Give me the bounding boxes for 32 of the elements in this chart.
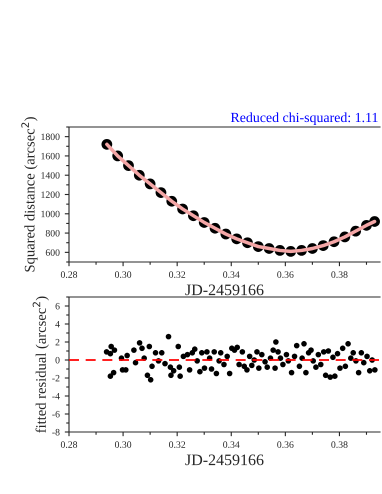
x-axis-title: JD-2459166 <box>185 454 264 466</box>
x-tick-label: 0.30 <box>114 271 132 278</box>
x-tick-label: 0.38 <box>331 271 348 278</box>
x-tick-label: 0.30 <box>114 441 132 448</box>
y-tick-label: 1000 <box>41 210 60 218</box>
y-tick-label: 1800 <box>41 134 60 140</box>
y-axis-title: Squared distance (arcsec$^{2}$) <box>21 117 38 272</box>
y-tick-label: 2 <box>56 338 60 346</box>
x-tick-label: 0.36 <box>277 441 294 448</box>
x-tick-label: 0.36 <box>277 271 294 278</box>
x-tick-label: 0.32 <box>169 441 186 448</box>
x-tick-label: 0.38 <box>331 441 348 448</box>
x-axis-title: JD-2459166 <box>185 284 264 296</box>
y-tick-label: 600 <box>46 249 60 256</box>
y-axis-title: fitted residual (arcsec$^{2}$) <box>32 296 49 433</box>
x-tick-label: 0.32 <box>169 271 186 278</box>
y-tick-label: 0 <box>55 356 60 364</box>
y-tick-label: -6 <box>52 410 60 418</box>
y-tick-label: 800 <box>46 230 60 237</box>
y-tick-label: 1200 <box>41 191 60 198</box>
x-tick-label: 0.28 <box>60 441 78 448</box>
y-tick-label: -8 <box>52 428 60 436</box>
y-tick-label: 1400 <box>41 172 60 179</box>
x-tick-label: 0.34 <box>223 271 240 278</box>
x-tick-label: 0.34 <box>223 441 240 448</box>
chart-title: Reduced chi-squared: 1.11 <box>230 112 378 125</box>
y-tick-label: 6 <box>56 302 60 310</box>
x-tick-label: 0.28 <box>60 271 78 278</box>
y-tick-label: 4 <box>55 320 60 328</box>
y-tick-label: -2 <box>52 374 60 382</box>
y-tick-label: -4 <box>52 392 60 400</box>
y-tick-label: 1600 <box>41 152 60 160</box>
